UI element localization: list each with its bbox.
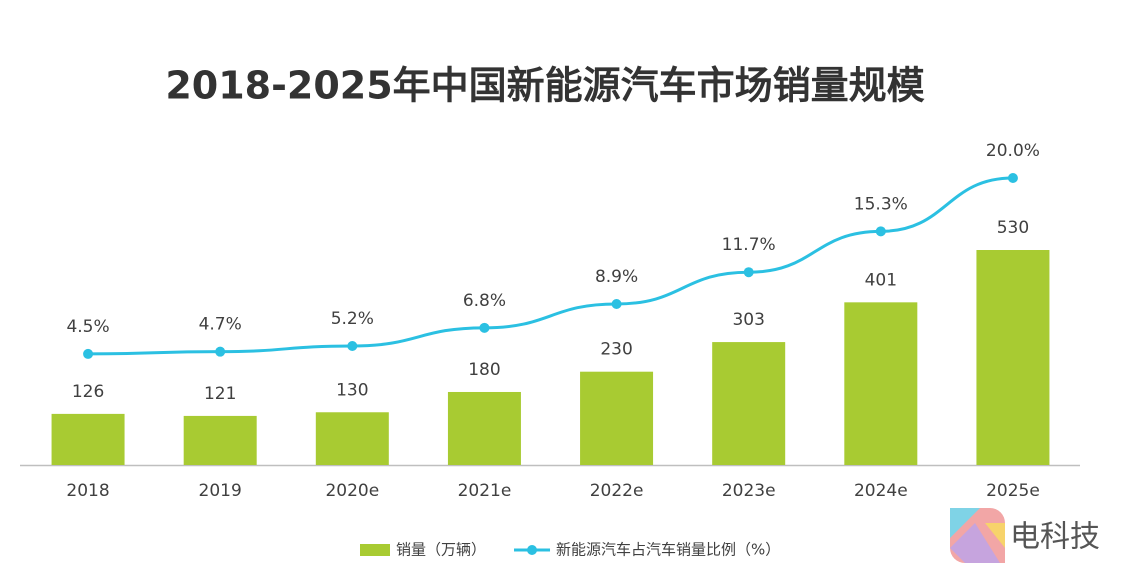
logo-shape [950, 523, 1000, 563]
bar [447, 391, 521, 465]
point [347, 340, 358, 351]
logo: 电科技 [950, 508, 1100, 563]
logo-shape [985, 523, 1005, 548]
x-tick-label: 2021e [458, 481, 512, 501]
data-label: 4.7% [199, 315, 242, 335]
bar [315, 412, 389, 465]
data-label: 401 [865, 270, 897, 290]
x-tick-label: 2024e [854, 481, 908, 501]
point [479, 322, 490, 333]
legend-label: 销量（万辆） [396, 541, 486, 559]
point [83, 348, 94, 359]
bar [976, 250, 1050, 465]
bar [51, 413, 125, 465]
point [875, 226, 886, 237]
x-tick-label: 2023e [722, 481, 776, 501]
data-label: 303 [732, 310, 764, 330]
x-tick-label: 2020e [325, 481, 379, 501]
data-label: 8.9% [595, 267, 638, 287]
data-label: 4.5% [66, 317, 109, 337]
x-tick-label: 2022e [590, 481, 644, 501]
watermark: 电科技 [1010, 520, 1100, 555]
point [743, 267, 754, 278]
data-label: 126 [72, 382, 104, 402]
line [88, 176, 1013, 356]
point [215, 346, 226, 357]
bar [844, 302, 918, 465]
data-label: 5.2% [331, 309, 374, 329]
bar [183, 415, 257, 465]
data-label: 6.8% [463, 291, 506, 311]
data-label: 130 [336, 380, 368, 400]
data-label: 11.7% [722, 235, 776, 255]
data-label: 230 [600, 340, 632, 360]
bar [712, 342, 786, 465]
point [1007, 173, 1018, 183]
data-label: 15.3% [854, 194, 908, 214]
data-label: 121 [204, 384, 236, 404]
data-label: 20.0% [986, 141, 1040, 161]
data-label: 530 [997, 218, 1029, 238]
x-tick-label: 2025e [986, 481, 1040, 501]
chart-title: 2018-2025年中国新能源汽车市场销量规模 [165, 64, 924, 108]
data-label: 180 [468, 360, 500, 380]
point [611, 298, 622, 309]
legend-label: 新能源汽车占汽车销量比例（%） [556, 541, 780, 559]
x-tick-label: 2019 [199, 481, 242, 501]
bar [580, 371, 654, 465]
logo-shape [950, 508, 980, 538]
legend-swatch [527, 545, 538, 555]
legend-swatch [360, 544, 390, 556]
x-tick-label: 2018 [66, 481, 109, 501]
